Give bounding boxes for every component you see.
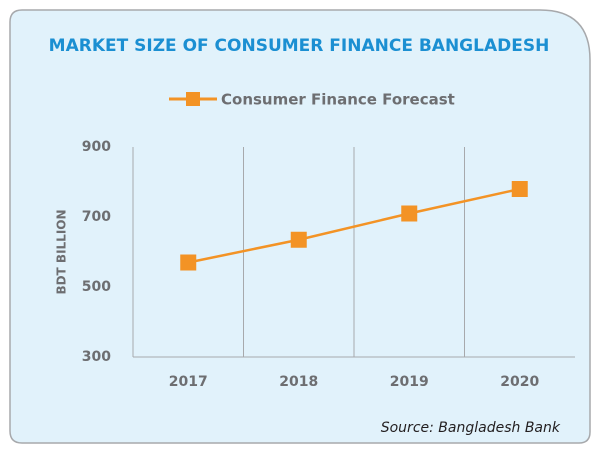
y-axis-label: BDT BILLION bbox=[55, 209, 69, 294]
legend-marker bbox=[186, 92, 200, 106]
y-tick-label: 500 bbox=[82, 279, 111, 295]
source: Source: Bangladesh Bank bbox=[381, 420, 561, 436]
x-tick-label: 2020 bbox=[500, 374, 539, 390]
data-point bbox=[511, 181, 528, 197]
data-point bbox=[290, 231, 307, 248]
y-tick-label: 300 bbox=[82, 349, 111, 365]
data-point bbox=[401, 205, 418, 222]
x-tick-label: 2017 bbox=[169, 374, 208, 390]
y-tick-label: 700 bbox=[82, 209, 111, 225]
legend-label: Consumer Finance Forecast bbox=[221, 91, 455, 109]
x-tick-label: 2018 bbox=[279, 374, 318, 390]
data-line bbox=[187, 187, 521, 264]
y-tick-label: 900 bbox=[82, 139, 111, 155]
data-point bbox=[180, 254, 197, 271]
x-tick-label: 2019 bbox=[390, 374, 429, 390]
panel bbox=[9, 9, 591, 444]
chart-title: MARKET SIZE OF CONSUMER FINANCE BANGLADE… bbox=[49, 36, 550, 56]
